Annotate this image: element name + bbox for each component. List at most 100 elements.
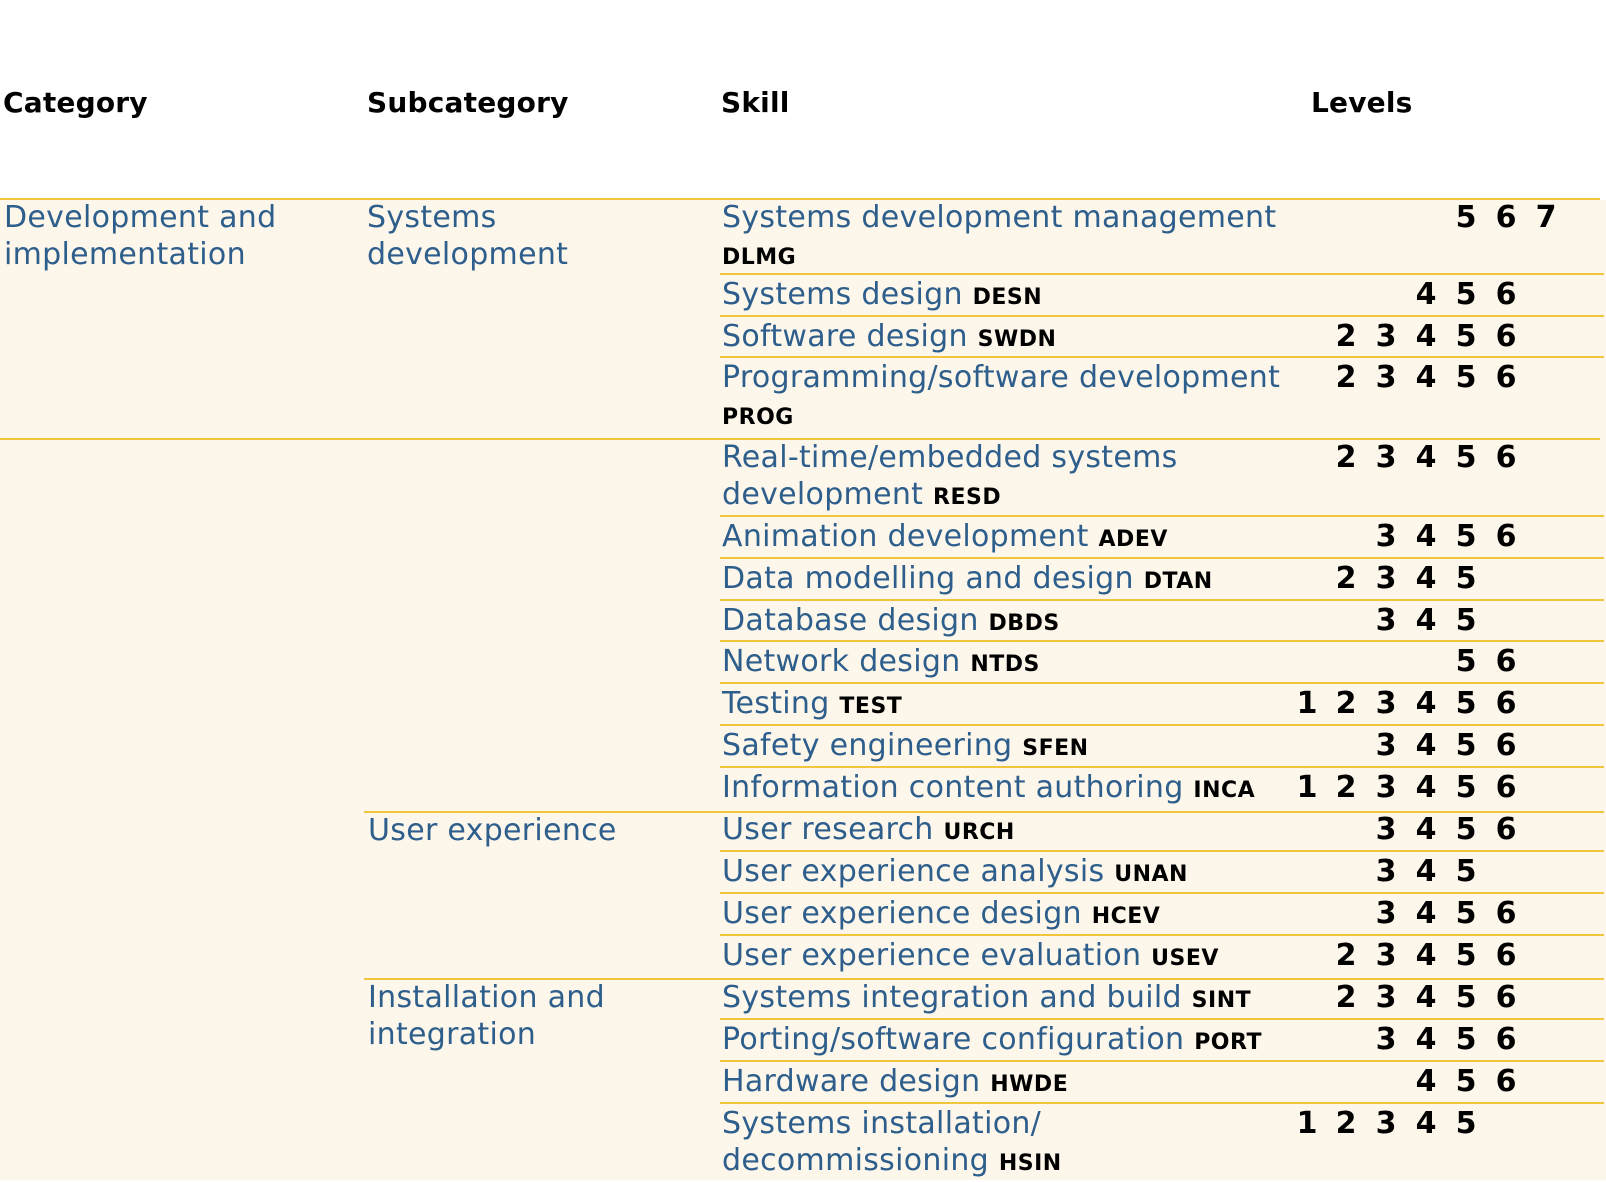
- level-number: 4: [1415, 440, 1437, 475]
- level-number: 4: [1415, 728, 1437, 763]
- subcategory-line2: integration: [368, 1017, 537, 1052]
- row-separator: [720, 1018, 1604, 1020]
- subcategory-systems-development[interactable]: Systems development: [367, 199, 568, 273]
- skill-code: DESN: [972, 285, 1043, 310]
- skill-name-link[interactable]: Real-time/embedded systems: [722, 440, 1178, 475]
- subcategory-installation-integration[interactable]: Installation and integration: [368, 979, 605, 1053]
- rule-subcategory-ux: [364, 811, 1604, 813]
- rule-top: [0, 198, 1600, 200]
- level-number: 4: [1415, 360, 1437, 395]
- skill-name-link[interactable]: Systems development management: [722, 200, 1277, 235]
- level-number: 6: [1495, 440, 1517, 475]
- row-separator: [720, 850, 1604, 852]
- skill-name-link[interactable]: Hardware design: [722, 1064, 981, 1099]
- skill-name-link[interactable]: Porting/software configuration: [722, 1022, 1185, 1057]
- category-name-line2: implementation: [4, 237, 246, 272]
- skill-name-link[interactable]: User experience design: [722, 896, 1082, 931]
- skill-code: PROG: [722, 405, 794, 430]
- skill-row: Safety engineering SFEN: [722, 727, 1312, 767]
- skill-name-link[interactable]: Network design: [722, 644, 961, 679]
- row-separator: [720, 1102, 1604, 1104]
- level-number: 2: [1335, 686, 1357, 721]
- row-separator: [720, 515, 1604, 517]
- level-number: 6: [1495, 200, 1517, 235]
- level-number: 6: [1495, 938, 1517, 973]
- skill-name-link[interactable]: decommissioning: [722, 1143, 989, 1178]
- level-number: 4: [1415, 519, 1437, 554]
- skill-row: Programming/software development PROG: [722, 359, 1312, 436]
- skill-name-link[interactable]: Animation development: [722, 519, 1089, 554]
- level-number: 3: [1375, 603, 1397, 638]
- level-number: 3: [1375, 1106, 1397, 1141]
- level-number: 2: [1335, 980, 1357, 1015]
- level-number: 2: [1335, 360, 1357, 395]
- row-separator: [720, 356, 1604, 358]
- skill-code: HSIN: [998, 1151, 1062, 1176]
- level-number: 5: [1455, 980, 1477, 1015]
- level-number: 5: [1455, 603, 1477, 638]
- skill-name-link[interactable]: Data modelling and design: [722, 561, 1134, 596]
- level-number: 5: [1455, 1106, 1477, 1141]
- level-number: 4: [1415, 277, 1437, 312]
- category-name[interactable]: Development and implementation: [4, 199, 276, 273]
- level-number: 6: [1495, 896, 1517, 931]
- skill-code: TEST: [839, 694, 903, 719]
- skill-name-link[interactable]: Information content authoring: [722, 770, 1184, 805]
- skill-row: User experience design HCEV: [722, 895, 1312, 935]
- skill-name-link[interactable]: User experience evaluation: [722, 938, 1142, 973]
- skill-row: Information content authoring INCA: [722, 769, 1312, 809]
- level-number: 3: [1375, 770, 1397, 805]
- header-levels: Levels: [1311, 86, 1413, 119]
- skill-name-link[interactable]: Systems integration and build: [722, 980, 1182, 1015]
- level-number: 2: [1335, 561, 1357, 596]
- skill-name-link[interactable]: Systems installation/: [722, 1106, 1042, 1141]
- subcategory-line1: Systems: [367, 200, 497, 235]
- skill-name-link[interactable]: User research: [722, 812, 934, 847]
- level-number: 6: [1495, 519, 1517, 554]
- skill-row: Systems integration and build SINT: [722, 979, 1312, 1019]
- subcategory-user-experience[interactable]: User experience: [368, 812, 617, 849]
- skill-code: SINT: [1191, 988, 1252, 1013]
- skill-name-link[interactable]: development: [722, 477, 924, 512]
- level-number: 3: [1375, 896, 1397, 931]
- skill-code: SWDN: [977, 327, 1057, 352]
- row-separator: [720, 315, 1604, 317]
- level-number: 5: [1455, 440, 1477, 475]
- skill-name-link[interactable]: Systems design: [722, 277, 963, 312]
- skill-row: User experience evaluation USEV: [722, 937, 1312, 977]
- level-number: 6: [1495, 360, 1517, 395]
- skill-code: NTDS: [970, 652, 1040, 677]
- rule-subcategory-install: [364, 978, 1604, 980]
- row-separator: [720, 1060, 1604, 1062]
- level-number: 5: [1455, 896, 1477, 931]
- skill-row: User research URCH: [722, 811, 1312, 851]
- skill-code: SFEN: [1022, 736, 1089, 761]
- level-number: 5: [1455, 277, 1477, 312]
- skill-name-link[interactable]: Testing: [722, 686, 830, 721]
- row-separator: [720, 640, 1604, 642]
- skill-name-link[interactable]: Safety engineering: [722, 728, 1013, 763]
- row-separator: [720, 599, 1604, 601]
- level-number: 3: [1375, 519, 1397, 554]
- skill-row: Data modelling and design DTAN: [722, 560, 1312, 600]
- skill-code: INCA: [1193, 778, 1256, 803]
- skill-name-link[interactable]: User experience analysis: [722, 854, 1105, 889]
- subcategory-line2: development: [367, 237, 569, 272]
- level-number: 3: [1375, 319, 1397, 354]
- skill-row: User experience analysis UNAN: [722, 853, 1312, 893]
- skill-row: Testing TEST: [722, 685, 1312, 725]
- level-number: 5: [1455, 686, 1477, 721]
- skill-name-link[interactable]: Programming/software development: [722, 360, 1281, 395]
- level-number: 5: [1455, 644, 1477, 679]
- skill-code: DLMG: [722, 245, 797, 270]
- skill-name-link[interactable]: Software design: [722, 319, 968, 354]
- row-separator: [720, 934, 1604, 936]
- row-separator: [720, 273, 1604, 275]
- skill-code: PORT: [1194, 1030, 1262, 1055]
- level-number: 3: [1375, 440, 1397, 475]
- level-number: 3: [1375, 360, 1397, 395]
- level-number: 3: [1375, 980, 1397, 1015]
- skill-name-link[interactable]: Database design: [722, 603, 979, 638]
- level-number: 6: [1495, 1064, 1517, 1099]
